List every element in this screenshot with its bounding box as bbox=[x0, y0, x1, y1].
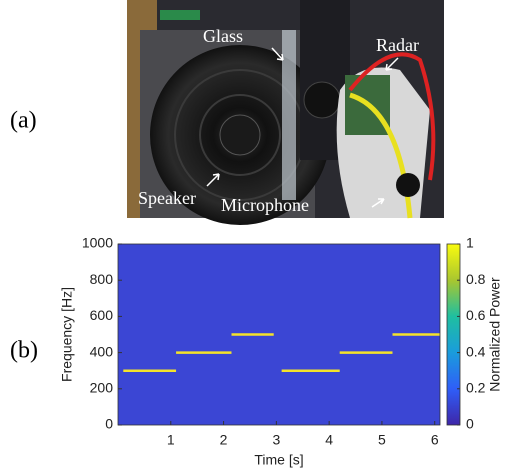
colorbar-tick-label: 0.4 bbox=[466, 343, 486, 359]
panel-label: (a) bbox=[10, 108, 37, 134]
colorbar-tick-label: 0.6 bbox=[466, 307, 486, 323]
annotation: Speaker bbox=[138, 188, 196, 208]
colorbar-tick-label: 0.2 bbox=[466, 380, 486, 396]
annotation: Radar bbox=[376, 35, 419, 55]
x-tick-label: 1 bbox=[167, 432, 175, 448]
x-tick-label: 5 bbox=[378, 432, 386, 448]
annotation: Glass bbox=[203, 26, 243, 46]
annotation: Microphone bbox=[221, 195, 309, 215]
y-tick-label: 200 bbox=[90, 380, 114, 396]
colorbar bbox=[446, 243, 461, 426]
y-tick-label: 400 bbox=[90, 343, 114, 359]
x-axis-label: Time [s] bbox=[254, 452, 303, 468]
arrows bbox=[206, 47, 399, 208]
plot-frame bbox=[117, 243, 441, 426]
x-tick-label: 2 bbox=[220, 432, 228, 448]
colorbar-label: Normalized Power bbox=[487, 277, 503, 392]
y-tick-label: 800 bbox=[90, 271, 114, 287]
colorbar-tick-label: 0.8 bbox=[466, 271, 486, 287]
y-tick-label: 600 bbox=[90, 307, 114, 323]
x-tick-label: 6 bbox=[431, 432, 439, 448]
y-axis-label: Frequency [Hz] bbox=[59, 287, 75, 382]
photo bbox=[127, 0, 444, 225]
colorbar-tick-label: 0 bbox=[466, 416, 474, 432]
y-tick-label: 1000 bbox=[82, 235, 113, 251]
colorbar-tick-label: 1 bbox=[466, 235, 474, 251]
plot-background bbox=[118, 244, 440, 425]
x-tick-label: 4 bbox=[325, 432, 333, 448]
panel-label: (b) bbox=[10, 338, 38, 364]
y-tick-label: 0 bbox=[105, 416, 113, 432]
spectrogram: 0 200 400 600 800 1000 1 2 3 4 5 6 Time [s] Frequency… bbox=[59, 235, 503, 468]
x-tick-label: 3 bbox=[272, 432, 280, 448]
